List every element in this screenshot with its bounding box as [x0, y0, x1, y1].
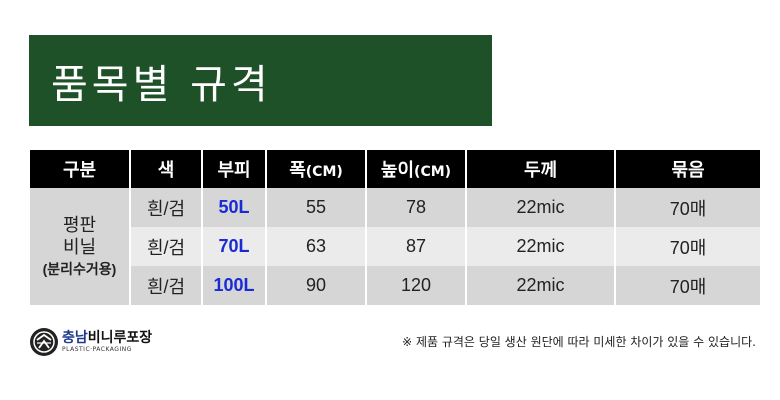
category-cell: 평판 비닐 (분리수거용): [30, 188, 129, 305]
header-volume: 부피: [203, 150, 265, 188]
cell-width: 90: [267, 266, 365, 305]
cell-bundle: 70매: [616, 266, 760, 305]
cell-color: 흰/검: [131, 227, 201, 266]
cell-bundle: 70매: [616, 188, 760, 227]
cell-color: 흰/검: [131, 188, 201, 227]
header-bundle: 묶음: [616, 150, 760, 188]
cell-volume: 100L: [203, 266, 265, 305]
header-thickness: 두께: [467, 150, 614, 188]
cell-bundle: 70매: [616, 227, 760, 266]
page-title: 품목별 규격: [51, 61, 272, 108]
cell-thickness: 22mic: [467, 188, 614, 227]
table-header-row: 구분 색 부피 폭(CM) 높이(CM) 두께 묶음: [30, 150, 760, 188]
header-height: 높이(CM): [367, 150, 465, 188]
cell-volume: 70L: [203, 227, 265, 266]
logo-emblem-icon: [30, 328, 58, 356]
cell-thickness: 22mic: [467, 227, 614, 266]
disclaimer-note: ※ 제품 규격은 당일 생산 원단에 따라 미세한 차이가 있을 수 있습니다.: [402, 335, 756, 349]
title-banner: 품목별 규격: [29, 35, 492, 126]
table-row: 평판 비닐 (분리수거용) 흰/검 50L 55 78 22mic 70매: [30, 188, 760, 305]
company-logo: 충남비니루포장 PLASTIC·PACKAGING: [30, 327, 152, 357]
cell-color: 흰/검: [131, 266, 201, 305]
logo-name: 충남비니루포장: [62, 330, 153, 346]
header-category: 구분: [30, 150, 129, 188]
category-line1: 평판: [62, 214, 97, 235]
header-color: 색: [131, 150, 201, 188]
cell-height: 120: [367, 266, 465, 305]
cell-height: 78: [367, 188, 465, 227]
cell-width: 55: [267, 188, 365, 227]
spec-table: 구분 색 부피 폭(CM) 높이(CM) 두께 묶음 평판 비닐 (분리수거용)…: [28, 150, 762, 305]
table-row: 흰/검 70L 63 87 22mic 70매: [30, 227, 760, 266]
cell-volume: 50L: [203, 188, 265, 227]
table-row: 흰/검 100L 90 120 22mic 70매: [30, 266, 760, 305]
cell-height: 87: [367, 227, 465, 266]
cell-thickness: 22mic: [467, 266, 614, 305]
logo-subtitle: PLASTIC·PACKAGING: [62, 346, 132, 353]
category-line3: (분리수거용): [42, 260, 117, 277]
header-width: 폭(CM): [267, 150, 365, 188]
cell-width: 63: [267, 227, 365, 266]
category-line2: 비닐: [62, 236, 97, 257]
